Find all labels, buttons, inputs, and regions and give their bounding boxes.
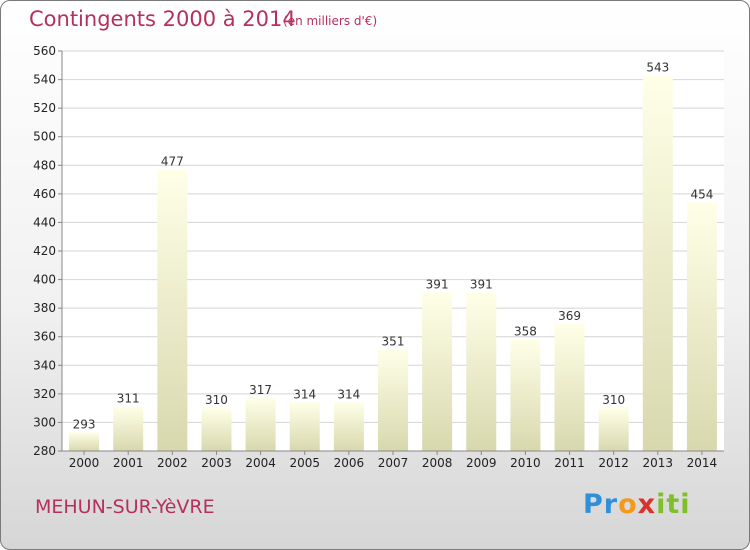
bar: [333, 402, 364, 451]
x-tick-label: 2011: [554, 456, 585, 470]
x-tick-label: 2003: [201, 456, 232, 470]
data-label: 369: [558, 309, 581, 323]
x-tick-label: 2002: [157, 456, 188, 470]
chart-unit: (en milliers d'€): [283, 14, 378, 28]
bar: [686, 202, 717, 451]
x-tick-label: 2001: [113, 456, 144, 470]
y-tick-label: 280: [33, 444, 56, 458]
data-label: 351: [382, 335, 405, 349]
x-tick-label: 2012: [598, 456, 629, 470]
bar: [289, 402, 320, 451]
logo-part: iti: [656, 489, 691, 520]
x-axis-ticks: 2000 2001 2002 2003 2004 2005 2006 2007 2008 2009…: [69, 451, 717, 470]
logo-part: o: [618, 489, 638, 520]
y-tick-label: 360: [33, 330, 56, 344]
x-tick-label: 2004: [245, 456, 276, 470]
y-tick-label: 420: [33, 244, 56, 258]
bar: [245, 398, 276, 451]
y-tick-label: 340: [33, 358, 56, 372]
x-tick-label: 2013: [643, 456, 674, 470]
y-axis-ticks: 280 300 320 340 360 380 400 420 440 460 480 500 520 5…: [33, 44, 62, 458]
x-tick-label: 2010: [510, 456, 541, 470]
proxiti-logo[interactable]: Proxiti: [583, 489, 691, 520]
bar: [377, 349, 409, 451]
data-labels: 293 311 477 310 317 314 314 351 391 391 358 369 310 5…: [73, 60, 714, 431]
bar: [466, 292, 497, 451]
bar: [598, 408, 629, 451]
y-tick-label: 560: [33, 44, 56, 58]
y-tick-label: 520: [33, 101, 56, 115]
bar: [422, 292, 453, 451]
bar: [113, 406, 144, 451]
data-label: 314: [337, 387, 360, 401]
y-tick-label: 380: [33, 301, 56, 315]
x-tick-label: 2008: [422, 456, 453, 470]
data-label: 310: [205, 393, 228, 407]
x-tick-label: 2014: [687, 456, 718, 470]
data-label: 454: [690, 187, 713, 201]
y-tick-label: 500: [33, 130, 56, 144]
bar: [554, 323, 585, 451]
x-tick-label: 2007: [378, 456, 409, 470]
data-label: 311: [117, 392, 140, 406]
data-label: 293: [73, 417, 96, 431]
x-tick-label: 2005: [289, 456, 320, 470]
data-label: 317: [249, 383, 272, 397]
data-label: 543: [646, 60, 669, 74]
place-name: MEHUN-SUR-YèVRE: [35, 496, 215, 518]
y-tick-label: 300: [33, 415, 56, 429]
data-label: 477: [161, 155, 184, 169]
y-tick-label: 480: [33, 158, 56, 172]
bars: [69, 75, 717, 452]
logo-part: x: [637, 489, 657, 520]
y-tick-label: 540: [33, 73, 56, 87]
bar: [642, 75, 673, 452]
y-tick-label: 320: [33, 387, 56, 401]
x-tick-label: 2000: [69, 456, 100, 470]
data-label: 314: [293, 387, 316, 401]
y-tick-label: 440: [33, 215, 56, 229]
bar: [69, 432, 100, 451]
data-label: 358: [514, 325, 537, 339]
data-label: 391: [470, 277, 493, 291]
bar: [510, 339, 541, 451]
chart-title: Contingents 2000 à 2014: [29, 7, 296, 31]
x-tick-label: 2006: [334, 456, 365, 470]
data-label: 391: [426, 277, 449, 291]
bar: [157, 169, 188, 452]
data-label: 310: [602, 393, 625, 407]
bar: [201, 408, 232, 451]
y-tick-label: 400: [33, 273, 56, 287]
logo-part: Pr: [583, 489, 619, 520]
x-tick-label: 2009: [466, 456, 497, 470]
y-tick-label: 460: [33, 187, 56, 201]
